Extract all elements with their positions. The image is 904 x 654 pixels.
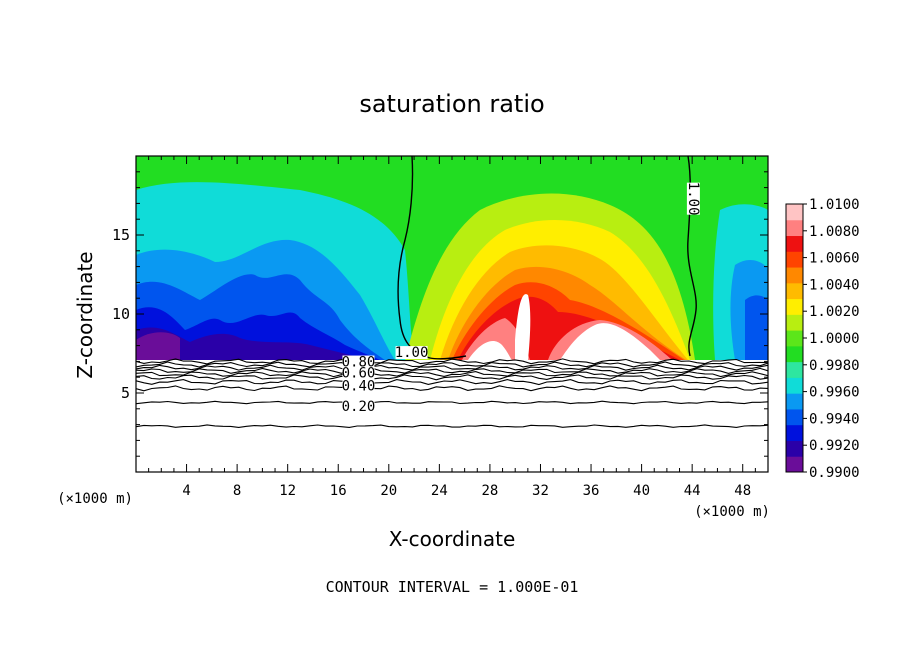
field-left-violet (136, 332, 180, 360)
x-tick-label: 16 (330, 483, 347, 499)
x-axis-label: X-coordinate (389, 527, 516, 551)
contour-label: 1.00 (685, 182, 701, 216)
colorbar-segment (786, 267, 803, 284)
colorbar-tick-label: 1.0060 (809, 251, 860, 267)
contour-line (136, 358, 768, 365)
x-unit-left: (×1000 m) (57, 491, 133, 507)
colorbar-segment (786, 219, 803, 237)
colorbar-segment (786, 298, 803, 315)
contour-label-bg (686, 182, 700, 215)
x-tick-label: 32 (532, 483, 549, 499)
contour-label: 0.80 (342, 355, 376, 371)
colorbar: 1.0100 1.0080 1.0060 1.0040 1.0020 1.0000 0.99… (785, 197, 860, 481)
contour-label-bg (342, 366, 375, 380)
colorbar-tick-label: 0.9960 (809, 385, 860, 401)
colorbar-tick-label: 1.0100 (809, 197, 860, 213)
y-tick-label: 5 (121, 384, 130, 402)
colorbar-segment (786, 377, 803, 394)
colorbar-segment (786, 440, 803, 457)
colorbar-segment (786, 282, 803, 300)
contour-label-bg (342, 379, 375, 393)
x-tick-label: 12 (279, 483, 296, 499)
colorbar-tick-label: 1.0020 (809, 304, 860, 320)
contour-label: 0.20 (342, 399, 376, 415)
x-tick-label: 20 (380, 483, 397, 499)
y-axis-label: Z-coordinate (73, 251, 97, 378)
contour-line (136, 364, 768, 371)
colorbar-segment (786, 345, 803, 363)
colorbar-segment (786, 361, 803, 378)
colorbar-tick-label: 0.9940 (809, 411, 860, 427)
x-axis: 4 8 12 16 20 24 28 32 36 40 44 48 (148, 156, 756, 499)
x-tick-label: 24 (431, 483, 448, 499)
x-tick-label: 40 (633, 483, 650, 499)
colorbar-segment (786, 314, 803, 331)
contour-label: 1.00 (395, 345, 429, 361)
contour-line (136, 385, 768, 392)
x-tick-label: 4 (182, 483, 190, 499)
contour-line (136, 379, 768, 386)
x-tick-label: 48 (734, 483, 751, 499)
colorbar-segment (786, 408, 803, 426)
colorbar-tick-label: 0.9980 (809, 358, 860, 374)
colorbar-segment (786, 235, 803, 252)
y-tick-label: 15 (112, 226, 130, 244)
contour-line (136, 367, 768, 374)
colorbar-segment (786, 393, 803, 410)
saturation-field (136, 156, 768, 472)
contour-line (136, 361, 768, 368)
contour-1-00-left (397, 156, 467, 360)
colorbar-tick-label: 0.9920 (809, 438, 860, 454)
contour-label: 0.60 (342, 366, 376, 382)
contour-line (136, 371, 768, 378)
x-tick-label: 44 (684, 483, 701, 499)
colorbar-segment (786, 330, 803, 347)
colorbar-tick-label: 1.0040 (809, 277, 860, 293)
contour-interval-note: CONTOUR INTERVAL = 1.000E-01 (326, 578, 579, 596)
colorbar-tick-label: 1.0080 (809, 224, 860, 240)
y-axis: 5 10 15 (112, 171, 768, 457)
chart-title: saturation ratio (359, 90, 544, 118)
contour-label: 0.40 (342, 378, 376, 394)
field-left-navy (136, 327, 370, 360)
cloud-base-region (136, 360, 768, 472)
colorbar-segment (786, 251, 803, 268)
colorbar-segment (786, 456, 803, 473)
x-tick-label: 28 (481, 483, 498, 499)
colorbar-tick-label: 0.9900 (809, 465, 860, 481)
x-tick-label: 8 (233, 483, 241, 499)
contour-lines (136, 358, 768, 428)
contour-labels: 1.00 1.00 0.800.600.40 0.20 (342, 182, 701, 415)
colorbar-segment (786, 204, 803, 221)
colorbar-segment (786, 424, 803, 441)
x-unit-right: (×1000 m) (694, 504, 770, 520)
colorbar-tick-label: 1.0000 (809, 331, 860, 347)
contour-line (136, 400, 768, 405)
x-tick-label: 36 (583, 483, 600, 499)
field-cloud-hole (468, 294, 660, 360)
contour-label-bg (342, 399, 375, 413)
contour-label-bg (342, 355, 375, 369)
contour-label-bg (395, 346, 428, 360)
contour-line (136, 374, 768, 381)
y-tick-label: 10 (112, 305, 130, 323)
field-right-darkblue (745, 295, 768, 360)
contour-line (136, 424, 768, 428)
